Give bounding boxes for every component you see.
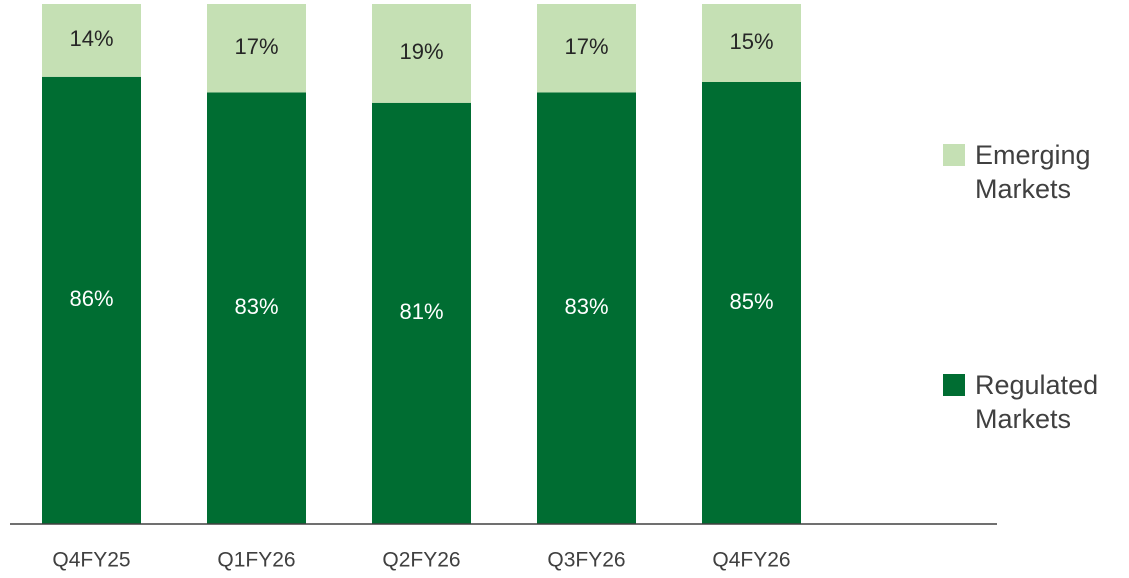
x-tick-label: Q2FY26 xyxy=(382,549,460,572)
data-label: 85% xyxy=(729,289,773,314)
bar-segment xyxy=(372,4,471,103)
data-label: 86% xyxy=(69,286,113,311)
data-label: 17% xyxy=(234,34,278,59)
legend-swatch xyxy=(943,144,965,166)
data-label: 83% xyxy=(564,294,608,319)
bar-segment xyxy=(42,76,141,525)
x-tick-label: Q4FY25 xyxy=(52,549,130,572)
bar-segment xyxy=(207,4,306,93)
data-label: 81% xyxy=(399,299,443,324)
x-tick-label: Q4FY26 xyxy=(712,549,790,572)
data-label: 14% xyxy=(69,26,113,51)
bar-segment xyxy=(42,4,141,77)
bar-segment xyxy=(207,92,306,525)
legend-label: Regulated Markets xyxy=(975,370,1099,434)
legend-item: Emerging Markets xyxy=(943,138,1125,206)
data-label: 17% xyxy=(564,34,608,59)
legend-item: Regulated Markets xyxy=(943,368,1125,436)
data-label: 19% xyxy=(399,39,443,64)
data-label: 15% xyxy=(729,29,773,54)
legend-swatch xyxy=(943,374,965,396)
bar-segment xyxy=(537,4,636,93)
x-tick-label: Q3FY26 xyxy=(547,549,625,572)
bar-segment xyxy=(537,92,636,525)
bar-segment xyxy=(702,4,801,82)
legend-label: Emerging Markets xyxy=(975,140,1091,204)
x-tick-label: Q1FY26 xyxy=(217,549,295,572)
data-label: 83% xyxy=(234,294,278,319)
bar-segment xyxy=(372,102,471,525)
bar-segment xyxy=(702,82,801,524)
